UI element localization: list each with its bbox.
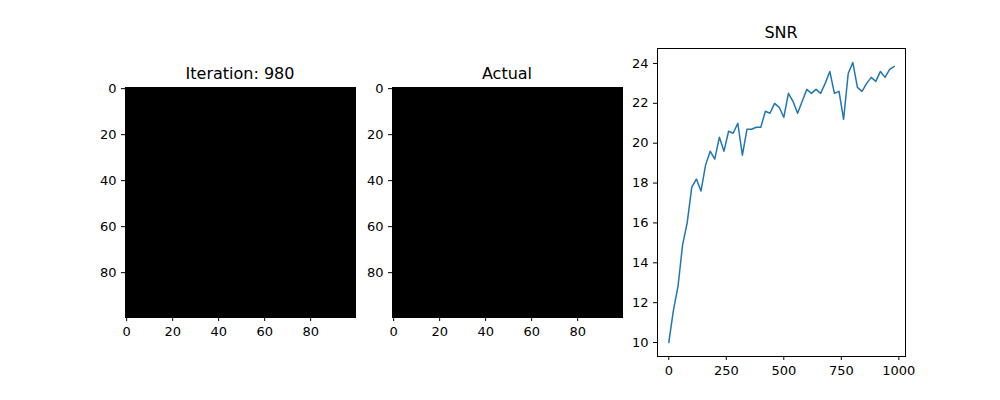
svg-text:750: 750 (829, 363, 854, 378)
svg-text:18: 18 (632, 175, 649, 190)
html-text:Iteration: 980: Iteration: 980 (185, 64, 295, 83)
svg-text:60: 60 (523, 324, 540, 339)
html-text:SNR: SNR (764, 23, 798, 42)
svg-text:10: 10 (632, 335, 649, 350)
svg-text:60: 60 (367, 219, 384, 234)
svg-text:24: 24 (632, 56, 649, 71)
svg-text:0: 0 (108, 81, 116, 96)
svg-text:250: 250 (714, 363, 739, 378)
svg-text:22: 22 (632, 95, 649, 110)
svg-text:20: 20 (632, 135, 649, 150)
svg-text:40: 40 (477, 324, 494, 339)
svg-text:0: 0 (375, 81, 383, 96)
svg-text:80: 80 (367, 265, 384, 280)
svg-text:500: 500 (771, 363, 796, 378)
svg-text:14: 14 (632, 255, 649, 270)
svg-text:0: 0 (123, 324, 131, 339)
svg-text:0: 0 (390, 324, 398, 339)
svg-text:80: 80 (569, 324, 586, 339)
svg-text:20: 20 (367, 127, 384, 142)
svg-text:40: 40 (100, 173, 117, 188)
svg-text:60: 60 (256, 324, 273, 339)
svg-text:40: 40 (367, 173, 384, 188)
svg-text:20: 20 (164, 324, 181, 339)
svg-text:60: 60 (100, 219, 117, 234)
svg-text:80: 80 (100, 265, 117, 280)
svg-text:0: 0 (665, 363, 673, 378)
svg-text:12: 12 (632, 295, 649, 310)
svg-text:40: 40 (210, 324, 227, 339)
svg-text:20: 20 (100, 127, 117, 142)
svg-text:1000: 1000 (882, 363, 915, 378)
svg-text:16: 16 (632, 215, 649, 230)
svg-text:80: 80 (302, 324, 319, 339)
svg-text:20: 20 (431, 324, 448, 339)
html-text:Actual: Actual (481, 64, 533, 83)
